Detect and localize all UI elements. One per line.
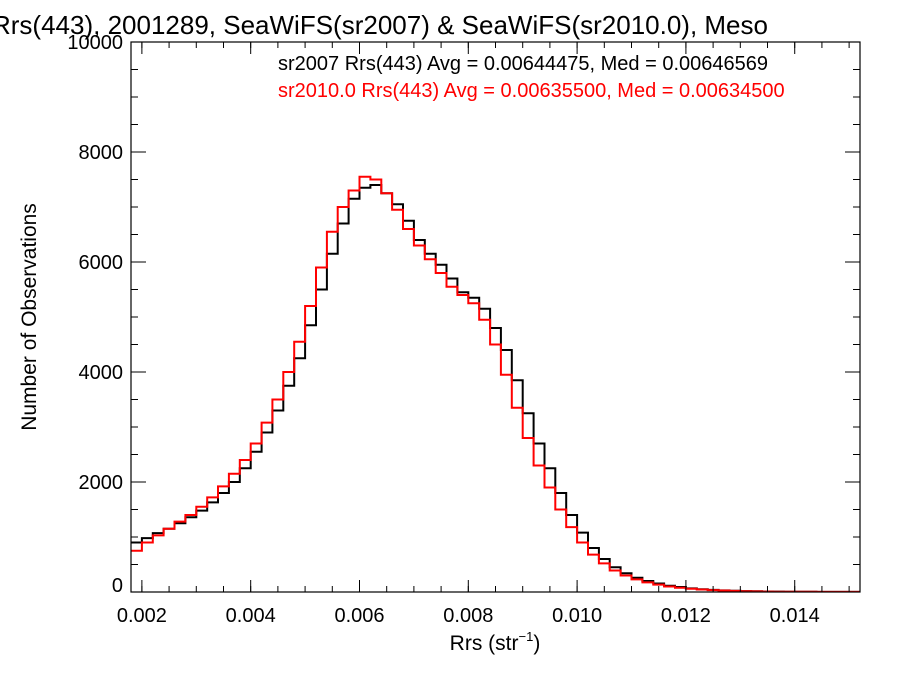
legend: sr2007 Rrs(443) Avg = 0.00644475, Med = …: [278, 53, 785, 102]
x-tick-label: 0.014: [770, 605, 820, 627]
x-axis-label-close: ): [533, 632, 540, 655]
y-tick-label: 2000: [79, 472, 124, 494]
x-tick-label: 0.002: [117, 605, 167, 627]
x-tick-label: 0.012: [661, 605, 711, 627]
y-tick-label: 0: [112, 575, 123, 597]
chart-title: Rrs(443), 2001289, SeaWiFS(sr2007) & Sea…: [0, 10, 768, 40]
x-tick-label: 0.006: [334, 605, 384, 627]
y-tick-label: 8000: [79, 142, 124, 164]
y-tick-label: 6000: [79, 252, 124, 274]
legend-entry-sr2007: sr2007 Rrs(443) Avg = 0.00644475, Med = …: [278, 53, 768, 75]
x-axis-label-superscript: −1: [519, 629, 534, 644]
x-tick-label: 0.010: [552, 605, 602, 627]
series-line-0: [131, 184, 860, 592]
plot-frame: [130, 41, 861, 593]
x-tick-label: 0.004: [226, 605, 276, 627]
plot-area: 0.002 0.004 0.006 0.008 0.010 0.012 0.014 0 2000…: [67, 32, 861, 627]
series-line-1: [131, 175, 860, 592]
x-tick-label: 0.008: [443, 605, 493, 627]
y-axis-label: Number of Observations: [18, 203, 41, 431]
x-axis-label-main: Rrs (str: [450, 632, 519, 655]
legend-entry-sr2010: sr2010.0 Rrs(443) Avg = 0.00635500, Med …: [278, 80, 785, 102]
x-axis-label: Rrs (str−1): [450, 629, 541, 655]
y-tick-label: 10000: [67, 32, 123, 54]
y-tick-label: 4000: [79, 362, 124, 384]
